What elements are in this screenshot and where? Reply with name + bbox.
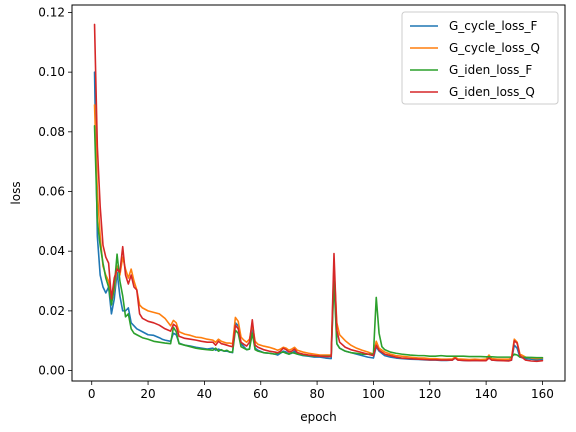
y-axis-label: loss bbox=[9, 181, 23, 204]
series-line-G_cycle_loss_F bbox=[93, 71, 544, 362]
x-tick-label: 20 bbox=[140, 387, 155, 401]
legend-label: G_iden_loss_F bbox=[449, 63, 532, 77]
y-tick-label: 0.00 bbox=[38, 364, 65, 378]
series-line-G_iden_loss_Q bbox=[93, 23, 544, 363]
plot-area-frame bbox=[71, 4, 566, 382]
axes bbox=[71, 4, 566, 382]
y-tick-label: 0.02 bbox=[38, 304, 65, 318]
legend-label: G_iden_loss_Q bbox=[449, 85, 535, 99]
x-tick-label: 0 bbox=[88, 387, 96, 401]
x-tick-label: 140 bbox=[475, 387, 498, 401]
y-tick-label: 0.04 bbox=[38, 244, 65, 258]
legend-label: G_cycle_loss_Q bbox=[449, 41, 540, 55]
legend-label: G_cycle_loss_F bbox=[449, 19, 537, 33]
y-axis-ticks: 0.00 0.02 0.04 0.06 0.08 0.10 0.12 bbox=[38, 5, 72, 378]
plot-series bbox=[93, 23, 544, 363]
series-line-G_cycle_loss_Q bbox=[93, 104, 544, 361]
x-tick-label: 100 bbox=[362, 387, 385, 401]
x-axis-ticks: 0 20 40 60 80 100 120 140 160 bbox=[88, 381, 554, 401]
y-tick-label: 0.08 bbox=[38, 125, 65, 139]
x-tick-label: 120 bbox=[418, 387, 441, 401]
y-tick-label: 0.12 bbox=[38, 5, 65, 19]
y-tick-label: 0.06 bbox=[38, 185, 65, 199]
series-line-G_iden_loss_F bbox=[93, 125, 544, 359]
y-tick-label: 0.10 bbox=[38, 65, 65, 79]
x-tick-label: 60 bbox=[253, 387, 268, 401]
x-axis-label: epoch bbox=[300, 410, 337, 424]
legend: G_cycle_loss_F G_cycle_loss_Q G_iden_loss_… bbox=[401, 11, 559, 105]
x-tick-label: 40 bbox=[197, 387, 212, 401]
x-tick-label: 160 bbox=[531, 387, 554, 401]
x-tick-label: 80 bbox=[309, 387, 324, 401]
legend-frame bbox=[401, 11, 559, 105]
